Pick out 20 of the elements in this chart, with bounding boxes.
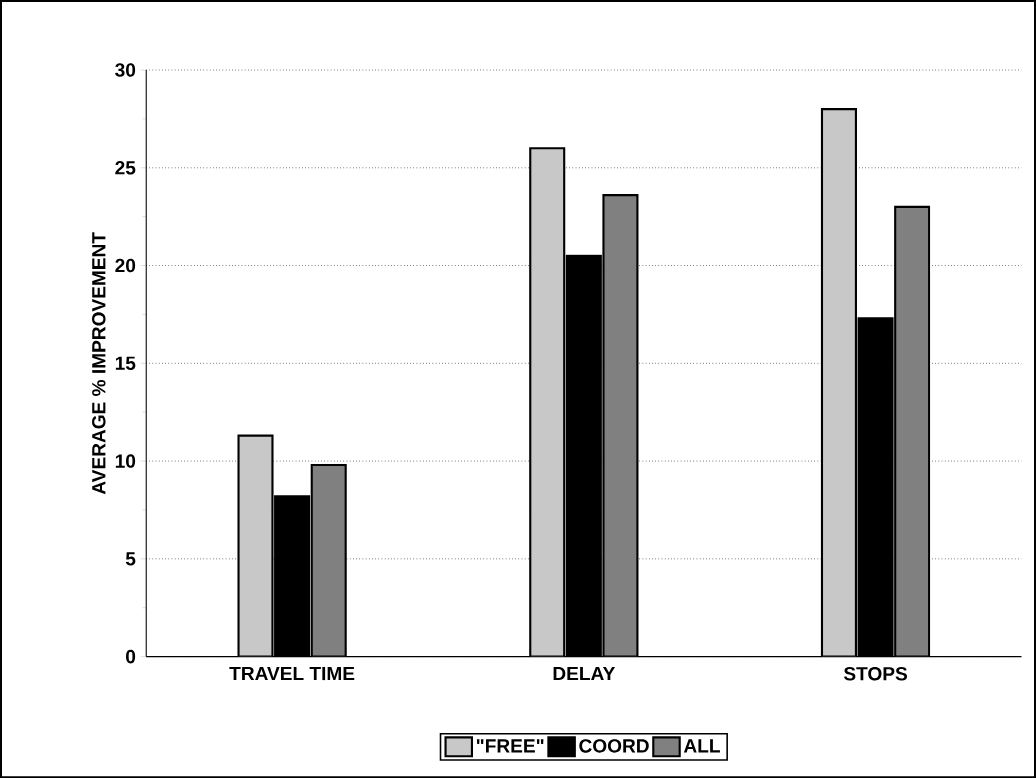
x-tick-label: DELAY (553, 666, 616, 680)
legend-label: "FREE" (476, 739, 544, 753)
y-axis-title: AVERAGE % IMPROVEMENT (92, 232, 106, 495)
bar (602, 193, 639, 657)
bar (894, 205, 931, 657)
y-tick-label: 20 (115, 258, 136, 273)
x-tick-label: TRAVEL TIME (229, 666, 355, 680)
legend-label: COORD (579, 739, 649, 753)
legend-label: ALL (683, 739, 720, 753)
y-tick-label: 15 (115, 356, 136, 370)
y-tick-label: 30 (115, 63, 136, 77)
y-tick-label: 0 (126, 649, 136, 664)
bar (529, 147, 566, 657)
y-tick-label: 5 (125, 552, 136, 566)
bar (237, 434, 274, 657)
x-tick-label: STOPS (843, 666, 907, 681)
bar (310, 463, 347, 657)
bar (820, 107, 857, 657)
y-tick-label: 25 (115, 160, 136, 175)
y-tick-label: 10 (115, 454, 136, 468)
